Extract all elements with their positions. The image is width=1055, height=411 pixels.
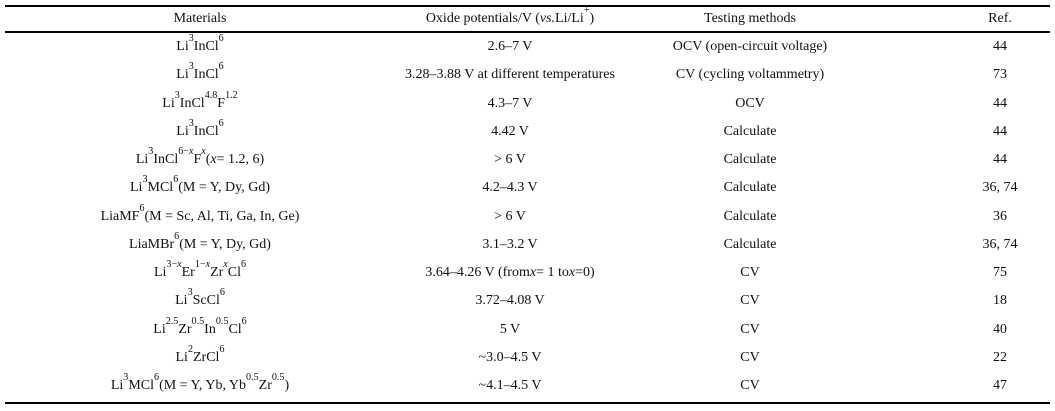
cell-ref: 75	[993, 265, 1007, 281]
cell-oxide-potential: 3.1–3.2 V	[482, 236, 538, 252]
top-rule	[5, 5, 1050, 7]
cell-ref: 44	[993, 152, 1007, 168]
table-row: Li 3 InCl 6 4.42 V Calculate 44	[5, 118, 1050, 146]
cell-oxide-potential: ~3.0–4.5 V	[478, 349, 542, 365]
cell-testing-method: OCV (open-circuit voltage)	[672, 39, 828, 55]
cell-oxide-potential: 4.2–4.3 V	[482, 180, 538, 196]
cell-oxide-potential: 3.64–4.26 V (from x = 1 to x =0)	[425, 265, 595, 281]
cell-oxide-potential: 3.28–3.88 V at different temperatures	[405, 67, 615, 83]
table-body: Li 3 InCl 6 2.6–7 V OCV (open-circuit voltage…	[5, 33, 1050, 400]
header-rule	[5, 31, 1050, 33]
cell-ref: 44	[993, 39, 1007, 55]
cell-material: Li 2.5 Zr 0.5 In 0.5 Cl 6	[153, 315, 247, 337]
header-oxide-potentials: Oxide potentials/V (vs. Li/Li +)	[425, 5, 595, 26]
cell-oxide-potential: 3.72–4.08 V	[475, 293, 545, 309]
cell-material: LiaMF 6 (M = Sc, Al, Ti, Ga, In, Ge)	[100, 202, 300, 224]
table-row: Li 3 MCl 6 (M = Y, Dy, Gd) 4.2–4.3 V Calculat…	[5, 174, 1050, 202]
cell-testing-method: Calculate	[723, 123, 777, 139]
header-materials: Materials	[173, 11, 227, 26]
cell-ref: 44	[993, 95, 1007, 111]
cell-ref: 36, 74	[982, 180, 1018, 196]
cell-testing-method: Calculate	[723, 180, 777, 196]
header-ref: Ref.	[988, 11, 1012, 26]
cell-ref: 47	[993, 378, 1007, 394]
table-row: LiaMBr 6 (M = Y, Dy, Gd) 3.1–3.2 V Calculat…	[5, 231, 1050, 259]
cell-testing-method: Calculate	[723, 236, 777, 252]
cell-ref: 73	[993, 67, 1007, 83]
cell-ref: 36, 74	[982, 236, 1018, 252]
cell-testing-method: CV	[740, 349, 760, 365]
cell-testing-method: CV	[740, 265, 760, 281]
cell-testing-method: CV	[740, 378, 760, 394]
cell-material: Li 3 MCl 6 (M = Y, Yb, Yb 0.5 Zr 0.5)	[110, 372, 290, 394]
cell-oxide-potential: 2.6–7 V	[487, 39, 533, 55]
table-row: Li 3 MCl 6 (M = Y, Yb, Yb 0.5 Zr 0.5) ~4.1–4.5 …	[5, 372, 1050, 400]
cell-ref: 44	[993, 123, 1007, 139]
bottom-rule	[5, 402, 1050, 405]
cell-material: Li 2 ZrCl 6	[175, 343, 225, 365]
cell-oxide-potential: 5 V	[499, 321, 521, 337]
cell-testing-method: Calculate	[723, 208, 777, 224]
cell-material: Li 3 ScCl 6	[175, 287, 225, 309]
cell-oxide-potential: ~4.1–4.5 V	[478, 378, 542, 394]
cell-testing-method: Calculate	[723, 152, 777, 168]
table-row: Li 3 InCl 4.8 F 1.2 4.3–7 V OCV 44	[5, 90, 1050, 118]
cell-material: Li 3 InCl 6	[176, 61, 224, 83]
cell-ref: 36	[993, 208, 1007, 224]
header-row: Materials Oxide potentials/V (vs. Li/Li +…	[5, 5, 1050, 31]
table-row: Li 3 ScCl 6 3.72–4.08 V CV 18	[5, 287, 1050, 315]
cell-testing-method: CV (cycling voltammetry)	[675, 67, 825, 83]
cell-oxide-potential: > 6 V	[494, 208, 526, 224]
data-table: Materials Oxide potentials/V (vs. Li/Li +…	[5, 5, 1050, 405]
cell-material: LiaMBr 6 (M = Y, Dy, Gd)	[129, 230, 271, 252]
table-row: Li 3 InCl 6 2.6–7 V OCV (open-circuit voltage…	[5, 33, 1050, 61]
table-row: Li 3− x Er 1− x Zr x Cl 6 3.64–4.26 V (from x = 1 …	[5, 259, 1050, 287]
cell-material: Li 3 MCl 6 (M = Y, Dy, Gd)	[130, 174, 270, 196]
header-testing-methods: Testing methods	[704, 11, 796, 26]
cell-oxide-potential: 4.42 V	[491, 123, 529, 139]
cell-ref: 40	[993, 321, 1007, 337]
cell-material: Li 3 InCl 4.8 F 1.2	[162, 89, 238, 111]
cell-testing-method: OCV	[735, 95, 765, 111]
table-row: Li 2.5 Zr 0.5 In 0.5 Cl 6 5 V CV 40	[5, 316, 1050, 344]
table-row: Li 3 InCl 6 3.28–3.88 V at different tempera…	[5, 61, 1050, 89]
cell-material: Li 3 InCl 6	[176, 33, 224, 55]
cell-testing-method: CV	[740, 321, 760, 337]
cell-material: Li 3 InCl 6	[176, 117, 224, 139]
cell-material: Li 3− x Er 1− x Zr x Cl 6	[153, 259, 247, 281]
cell-ref: 18	[993, 293, 1007, 309]
cell-oxide-potential: 4.3–7 V	[487, 95, 533, 111]
cell-ref: 22	[993, 349, 1007, 365]
table-row: LiaMF 6 (M = Sc, Al, Ti, Ga, In, Ge) > 6 V…	[5, 203, 1050, 231]
table-row: Li 2 ZrCl 6 ~3.0–4.5 V CV 22	[5, 344, 1050, 372]
cell-testing-method: CV	[740, 293, 760, 309]
cell-oxide-potential: > 6 V	[494, 152, 526, 168]
